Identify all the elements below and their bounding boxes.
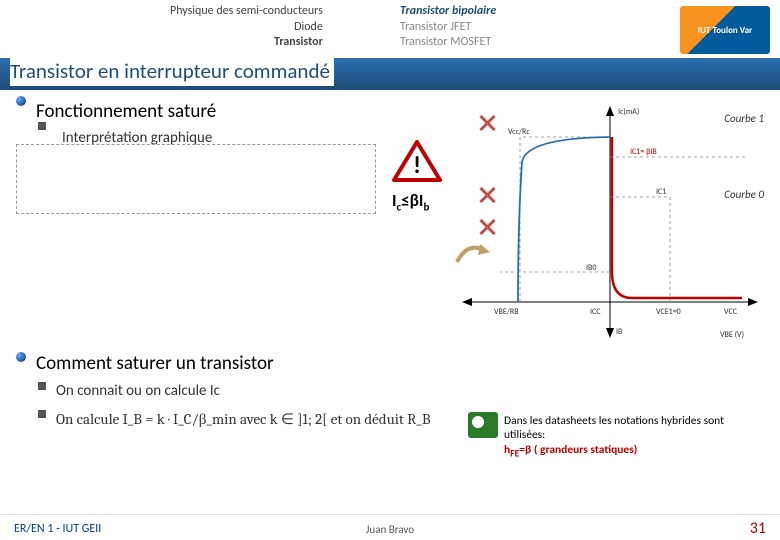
bullet-icon [16, 352, 26, 362]
note-line2: hFE=β ( grandeurs statiques) [504, 443, 764, 460]
note-line1: Dans les datasheets les notations hybrid… [504, 414, 764, 443]
svg-text:IB: IB [616, 327, 623, 337]
b2-post: et on déduit R_B [327, 410, 430, 428]
svg-text:VCE1=0: VCE1=0 [656, 307, 681, 317]
bullet-icon [16, 96, 26, 106]
y-axis-label: Ic(mA) [618, 107, 639, 117]
svg-text:IC1= βIB: IC1= βIB [630, 147, 657, 157]
svg-text:IC1: IC1 [656, 187, 666, 197]
breadcrumb-l3: Transistor [170, 35, 323, 51]
iut-logo: IUT Toulon Var [680, 6, 770, 54]
slide-header: Physique des semi-conducteurs Diode Tran… [0, 0, 780, 90]
slide-content: Fonctionnement saturé Interprétation gra… [0, 90, 780, 500]
slide-footer: ER/EN 1 - IUT GEII Juan Bravo 31 [0, 514, 780, 540]
section2-heading: Comment saturer un transistor [36, 352, 274, 375]
characteristic-chart: Ic(mA) VBE (V) Vcc/Rc IC1= βIB IC1 IB0 V… [460, 102, 760, 342]
svg-text:ICC: ICC [590, 307, 601, 317]
warning-icon: ! [392, 140, 442, 184]
svg-text:!: ! [413, 151, 421, 180]
subnav-i3: Transistor MOSFET [400, 35, 496, 51]
page-number: 31 [750, 519, 766, 538]
section2-b1: On connait ou on calcule Ic [56, 382, 220, 400]
subnav-active: Transistor bipolaire [400, 4, 496, 20]
svg-text:VBE/RB: VBE/RB [494, 307, 519, 317]
slide-title: Transistor en interrupteur commandé [10, 58, 334, 86]
subnav-i2: Transistor JFET [400, 20, 496, 36]
bullet-square-icon [38, 410, 46, 418]
dashed-placeholder-box [16, 144, 376, 214]
svg-text:IB0: IB0 [586, 263, 596, 273]
bullet-square-icon [38, 382, 46, 390]
b2-pre: On calcule [56, 410, 123, 428]
svg-text:Vcc/Rc: Vcc/Rc [508, 127, 530, 137]
footer-author: Juan Bravo [366, 523, 414, 536]
section2-b2: On calcule I_B = k · I_C/β_min avec k ∈ … [56, 410, 431, 429]
breadcrumb-l1: Physique des semi-conducteurs [170, 4, 323, 20]
footer-left: ER/EN 1 - IUT GEII [14, 522, 101, 536]
x-axis-label: VBE (V) [720, 330, 744, 340]
b2-math: I_B = k · I_C/β_min avec k ∈ ]1; 2[ [123, 410, 328, 428]
subnav: Transistor bipolaire Transistor JFET Tra… [400, 4, 496, 51]
teacher-icon [468, 412, 498, 438]
saturation-formula: Ic≤βIb [392, 190, 429, 213]
datasheet-note: Dans les datasheets les notations hybrid… [504, 414, 764, 460]
breadcrumb: Physique des semi-conducteurs Diode Tran… [170, 4, 323, 51]
breadcrumb-l2: Diode [170, 20, 323, 36]
svg-text:VCC: VCC [724, 307, 738, 317]
bullet-square-icon [38, 122, 46, 130]
